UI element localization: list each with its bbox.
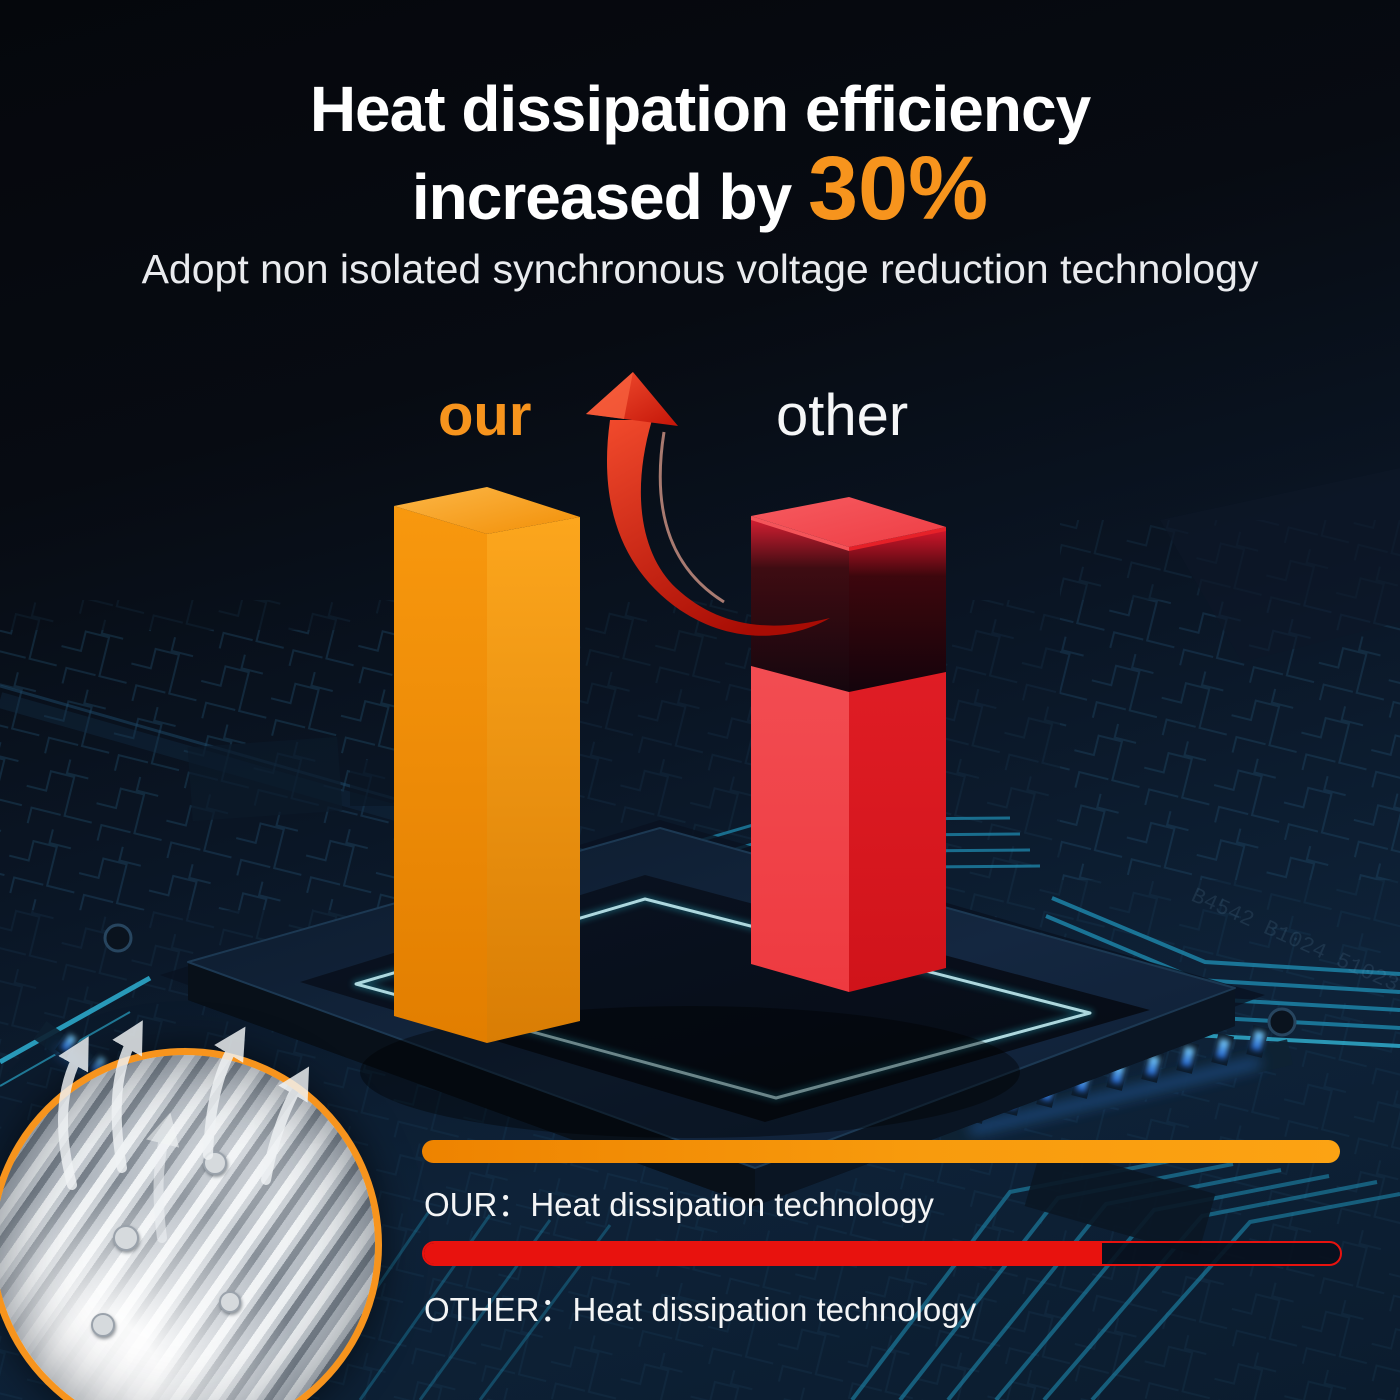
heatsink-pin bbox=[91, 1313, 115, 1337]
board-edge-upper-left bbox=[0, 684, 477, 842]
smd-chip bbox=[1024, 1144, 1216, 1256]
heatsink-pin bbox=[203, 1151, 227, 1175]
page-title-line1: Heat dissipation efficiency bbox=[309, 73, 1091, 145]
other-bar-3d bbox=[751, 497, 946, 992]
heatsink-pin bbox=[219, 1291, 241, 1313]
screw bbox=[103, 923, 133, 953]
page-subtitle: Adopt non isolated synchronous voltage r… bbox=[141, 246, 1259, 292]
our-progress-label: OUR：Heat dissipation technology bbox=[424, 1186, 934, 1223]
other-progress-bar bbox=[422, 1241, 1342, 1266]
our-progress-bar bbox=[422, 1140, 1340, 1163]
bars-shadow bbox=[360, 1006, 1020, 1138]
board-slab-upper-right bbox=[1160, 468, 1400, 662]
growth-arrow-icon bbox=[586, 372, 830, 636]
other-progress-label: OTHER：Heat dissipation technology bbox=[424, 1291, 977, 1328]
other-bar-glass-right bbox=[849, 531, 946, 692]
other-bar-glass-left bbox=[751, 520, 849, 692]
our-bar-label: our bbox=[438, 383, 532, 448]
screw bbox=[1267, 1007, 1297, 1037]
title-line2-text: increased by bbox=[411, 161, 808, 233]
heatsink-pin bbox=[113, 1225, 139, 1251]
other-progress-fill bbox=[424, 1243, 1102, 1264]
other-bar-label: other bbox=[776, 383, 909, 448]
title-highlight-percent: 30% bbox=[807, 139, 989, 239]
page-title-line2: increased by 30% bbox=[0, 138, 1400, 241]
our-bar-3d bbox=[394, 487, 580, 1043]
